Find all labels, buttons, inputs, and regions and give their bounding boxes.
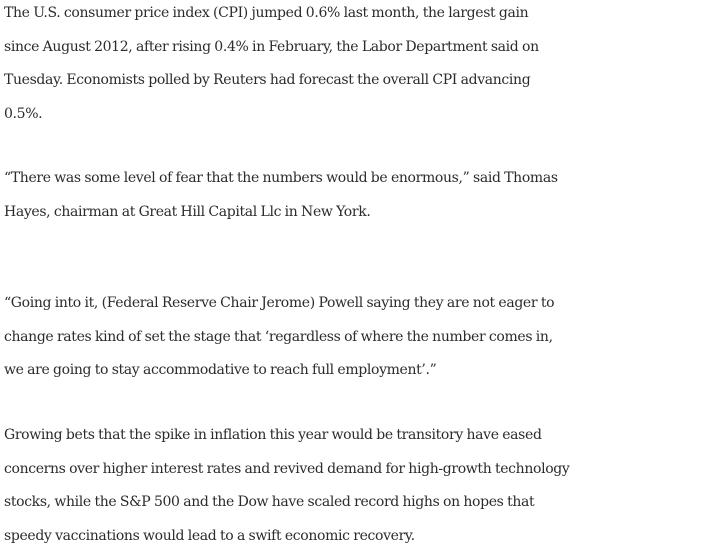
paragraph-market-outlook: Growing bets that the spike in inflation… xyxy=(4,419,726,553)
text-line: concerns over higher interest rates and … xyxy=(4,460,570,477)
text-line: stocks, while the S&P 500 and the Dow ha… xyxy=(4,494,535,511)
text-line: The U.S. consumer price index (CPI) jump… xyxy=(4,5,529,21)
paragraph-cpi-jump: The U.S. consumer price index (CPI) jump… xyxy=(4,0,726,131)
text-line: since August 2012, after rising 0.4% in … xyxy=(4,38,539,55)
text-line: we are going to stay accommodative to re… xyxy=(4,362,437,379)
paragraph-powell-quote: “Going into it, (Federal Reserve Chair J… xyxy=(4,287,726,388)
text-line: Hayes, chairman at Great Hill Capital Ll… xyxy=(4,203,371,220)
text-line: “There was some level of fear that the n… xyxy=(4,170,558,186)
text-line: speedy vaccinations would lead to a swif… xyxy=(4,527,415,544)
text-line: Tuesday. Economists polled by Reuters ha… xyxy=(4,72,531,89)
text-line: 0.5%. xyxy=(4,105,43,122)
paragraph-hayes-quote: “There was some level of fear that the n… xyxy=(4,162,726,229)
text-line: “Going into it, (Federal Reserve Chair J… xyxy=(4,295,555,311)
text-line: change rates kind of set the stage that … xyxy=(4,328,553,345)
text-line: Growing bets that the spike in inflation… xyxy=(4,427,542,443)
